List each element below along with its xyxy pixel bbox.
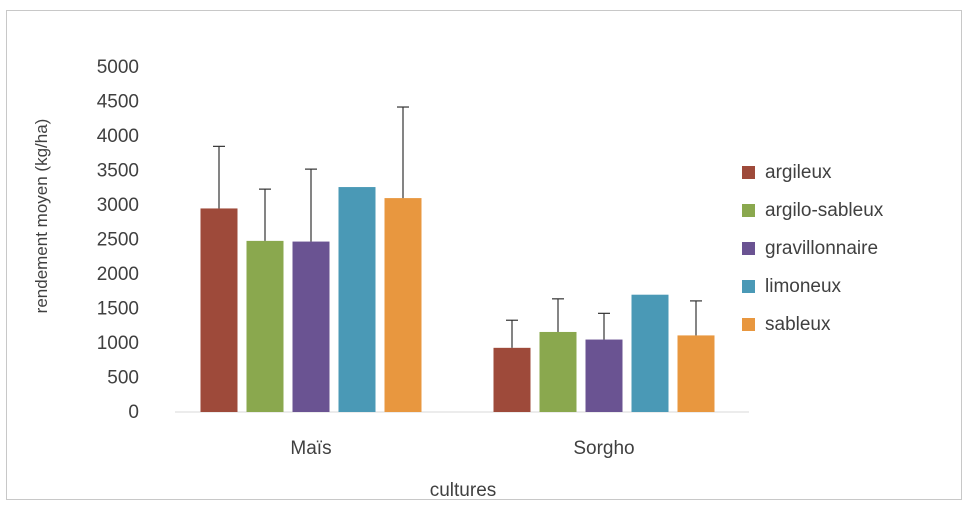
y-tick-label: 5000 bbox=[97, 57, 139, 78]
bar-limoneux-1 bbox=[631, 294, 669, 412]
bar-argileux-0 bbox=[200, 208, 238, 412]
y-axis-ticks: 0 500 1000 1500 2000 2500 3000 3500 4000 4500 5000 bbox=[97, 57, 139, 423]
y-axis-label: rendement moyen (kg/ha) bbox=[32, 119, 51, 314]
x-axis-categories: Maïs Sorgho bbox=[290, 438, 634, 459]
y-tick-label: 3500 bbox=[97, 161, 139, 182]
bar-argilo-sableux-1 bbox=[539, 331, 577, 412]
legend-label-limoneux: limoneux bbox=[765, 276, 842, 297]
y-tick-label: 3000 bbox=[97, 195, 139, 216]
bar-gravillonnaire-1 bbox=[585, 339, 623, 412]
legend-label-sableux: sableux bbox=[765, 314, 831, 335]
legend: argileux argilo-sableux gravillonnaire limo… bbox=[742, 162, 884, 335]
bars bbox=[200, 187, 715, 412]
bar-gravillonnaire-0 bbox=[292, 241, 330, 412]
legend-swatch-argileux bbox=[742, 166, 755, 179]
bar-argilo-sableux-0 bbox=[246, 240, 284, 412]
y-tick-label: 1500 bbox=[97, 299, 139, 320]
legend-label-argileux: argileux bbox=[765, 162, 832, 183]
chart-frame: 0 500 1000 1500 2000 2500 3000 3500 4000 4500 5000… bbox=[6, 10, 962, 501]
y-tick-label: 2000 bbox=[97, 264, 139, 285]
y-tick-label: 2500 bbox=[97, 230, 139, 251]
error-bars bbox=[213, 106, 702, 348]
legend-label-argilo-sableux: argilo-sableux bbox=[765, 200, 884, 221]
bar-sableux-0 bbox=[384, 198, 422, 412]
legend-swatch-sableux bbox=[742, 318, 755, 331]
y-tick-label: 500 bbox=[107, 368, 139, 389]
y-tick-label: 0 bbox=[128, 402, 139, 423]
bar-argileux-1 bbox=[493, 347, 531, 412]
legend-swatch-limoneux bbox=[742, 280, 755, 293]
x-axis-label: cultures bbox=[430, 480, 497, 501]
y-tick-label: 4000 bbox=[97, 126, 139, 147]
bar-sableux-1 bbox=[677, 335, 715, 412]
x-tick-label: Maïs bbox=[290, 438, 331, 459]
legend-label-gravillonnaire: gravillonnaire bbox=[765, 238, 878, 259]
legend-swatch-argilo-sableux bbox=[742, 204, 755, 217]
bar-limoneux-0 bbox=[338, 187, 376, 412]
bar-chart: 0 500 1000 1500 2000 2500 3000 3500 4000 4500 5000… bbox=[32, 57, 884, 501]
x-tick-label: Sorgho bbox=[573, 438, 634, 459]
legend-swatch-gravillonnaire bbox=[742, 242, 755, 255]
y-tick-label: 1000 bbox=[97, 333, 139, 354]
y-tick-label: 4500 bbox=[97, 92, 139, 113]
